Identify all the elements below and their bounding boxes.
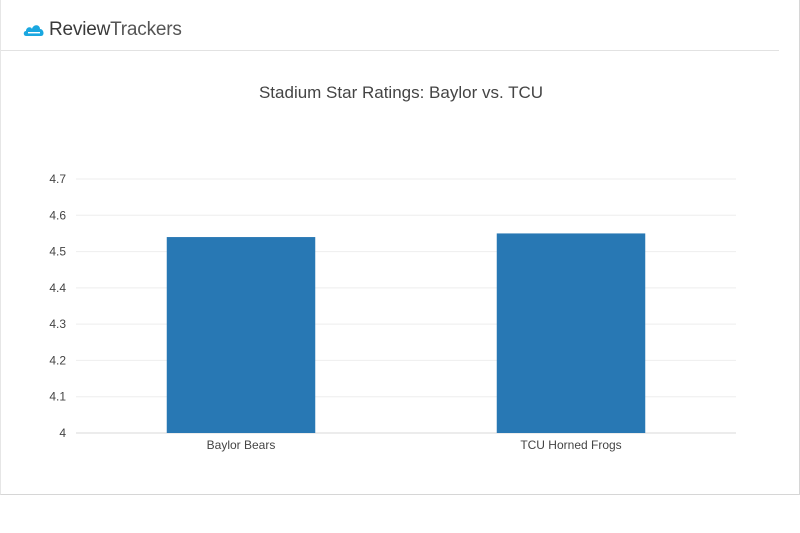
page-frame: ReviewTrackers Stadium Star Ratings: Bay… [0, 0, 800, 495]
y-tick-label: 4.5 [49, 245, 66, 259]
brand-logo[interactable]: ReviewTrackers [23, 18, 182, 42]
brand-name-part1: Review [49, 19, 111, 40]
header-bar: ReviewTrackers [1, 0, 779, 51]
bar-baylor-bears[interactable] [166, 237, 316, 433]
chart-container: Stadium Star Ratings: Baylor vs. TCU 4 4.… [1, 60, 799, 480]
x-tick-label: TCU Horned Frogs [520, 438, 621, 452]
chart-title: Stadium Star Ratings: Baylor vs. TCU [259, 83, 543, 102]
cloud-icon [23, 25, 44, 36]
y-tick-label: 4.6 [49, 208, 66, 222]
brand-name: ReviewTrackers [49, 18, 182, 42]
y-tick-label: 4.3 [49, 317, 66, 331]
y-tick-label: 4.7 [49, 172, 66, 186]
bar-tcu-horned-frogs[interactable] [496, 233, 646, 433]
brand-name-part2: Trackers [110, 19, 182, 40]
bars [166, 233, 646, 433]
y-tick-label: 4.4 [49, 281, 66, 295]
x-tick-label: Baylor Bears [207, 438, 276, 452]
bar-chart: Stadium Star Ratings: Baylor vs. TCU 4 4.… [49, 83, 736, 452]
y-tick-label: 4.1 [49, 390, 66, 404]
y-tick-label: 4 [59, 426, 66, 440]
x-axis-ticks: Baylor Bears TCU Horned Frogs [207, 438, 622, 452]
y-tick-label: 4.2 [49, 353, 66, 367]
y-axis-ticks: 4 4.1 4.2 4.3 4.4 4.5 4.6 4.7 [49, 172, 66, 440]
